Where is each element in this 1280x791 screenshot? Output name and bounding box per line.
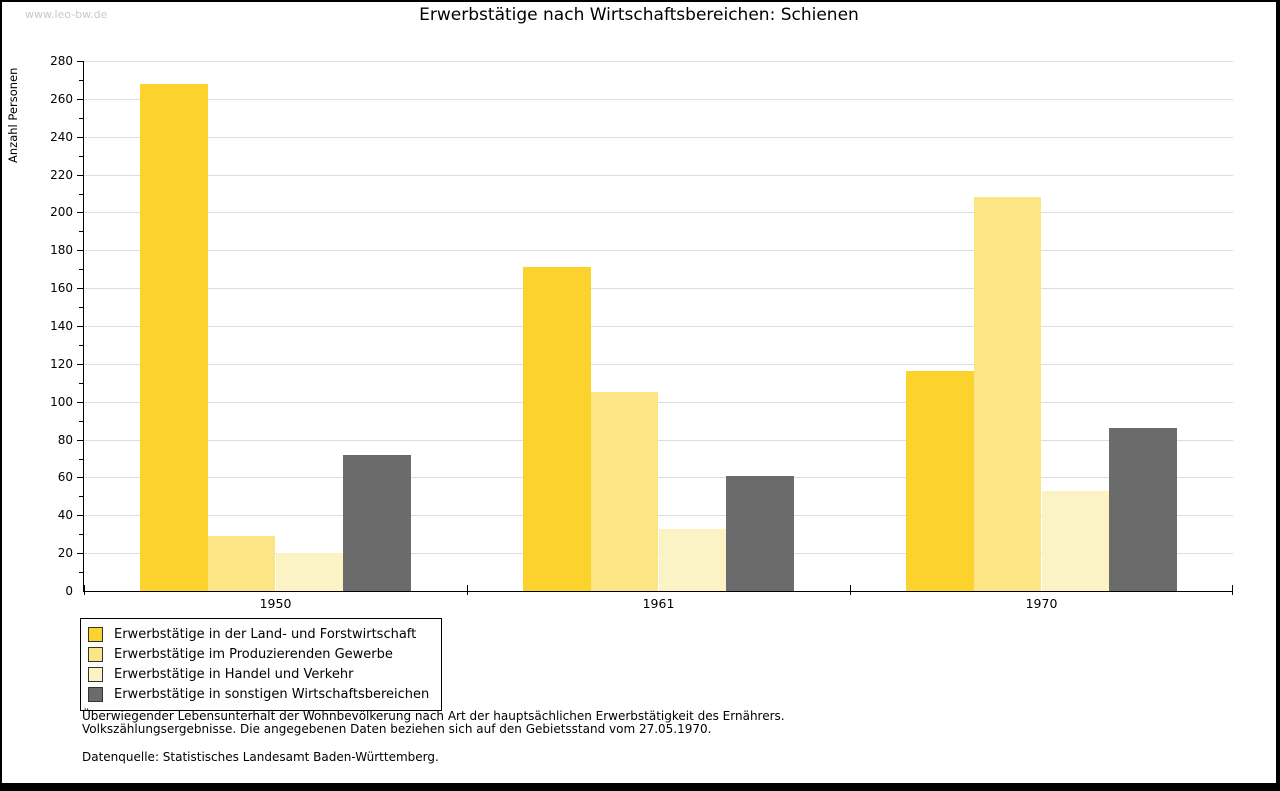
- y-minor-tick: [79, 382, 83, 384]
- gridline: [84, 515, 1233, 517]
- bar: [1109, 428, 1177, 591]
- legend-label: Erwerbstätige in der Land- und Forstwirt…: [114, 626, 417, 642]
- y-minor-tick: [79, 572, 83, 574]
- chart-title: Erwerbstätige nach Wirtschaftsbereichen:…: [419, 5, 859, 25]
- y-minor-tick: [79, 420, 83, 422]
- y-tick: [77, 363, 83, 365]
- y-tick-label: 180: [50, 243, 73, 258]
- bar: [523, 267, 591, 591]
- legend-item: Erwerbstätige in Handel und Verkehr: [88, 664, 429, 684]
- y-tick: [77, 212, 83, 214]
- y-minor-tick: [79, 231, 83, 233]
- y-minor-tick: [79, 307, 83, 309]
- legend-label: Erwerbstätige in sonstigen Wirtschaftsbe…: [114, 686, 430, 702]
- bar: [658, 528, 727, 591]
- x-tick: [850, 585, 851, 595]
- y-tick-label: 20: [57, 546, 73, 561]
- y-tick: [77, 136, 83, 138]
- y-minor-tick: [79, 155, 83, 157]
- gridline: [84, 363, 1233, 365]
- x-category-label: 1961: [642, 596, 675, 611]
- gridline: [84, 326, 1233, 327]
- gridline: [84, 98, 1233, 100]
- y-tick-label: 0: [65, 584, 73, 598]
- legend-label: Erwerbstätige in Handel und Verkehr: [114, 666, 354, 682]
- y-tick-label: 260: [50, 91, 73, 106]
- gridline: [84, 439, 1233, 441]
- gridline: [84, 136, 1233, 138]
- legend-swatch: [88, 626, 103, 642]
- x-category-label: 1950: [259, 596, 292, 611]
- y-tick-label: 120: [50, 356, 73, 371]
- y-minor-tick: [79, 269, 83, 271]
- y-minor-tick: [79, 344, 83, 346]
- legend: Erwerbstätige in der Land- und Forstwirt…: [80, 618, 443, 711]
- footnote-line-1: Überwiegender Lebensunterhalt der Wohnbe…: [82, 709, 785, 723]
- bar: [140, 83, 208, 591]
- bar: [590, 392, 659, 591]
- legend-item: Erwerbstätige in sonstigen Wirtschaftsbe…: [88, 684, 429, 704]
- y-tick-label: 80: [57, 432, 73, 447]
- bar: [726, 475, 794, 591]
- data-source: Datenquelle: Statistisches Landesamt Bad…: [82, 750, 439, 764]
- legend-swatch: [88, 666, 103, 682]
- bar: [207, 536, 276, 591]
- legend-swatch: [88, 646, 103, 662]
- y-tick: [77, 250, 83, 252]
- y-tick: [77, 439, 83, 441]
- y-minor-tick: [79, 79, 83, 81]
- y-tick-label: 40: [57, 508, 73, 523]
- gridline: [84, 174, 1233, 176]
- y-minor-tick: [79, 496, 83, 498]
- y-tick-label: 240: [50, 129, 73, 144]
- bar: [275, 553, 344, 591]
- footnote-line-2: Volkszählungsergebnisse. Die angegebenen…: [82, 722, 712, 736]
- gridline: [84, 61, 1233, 62]
- x-tick: [467, 585, 468, 595]
- y-tick: [77, 61, 83, 62]
- y-tick-label: 220: [50, 167, 73, 182]
- y-tick-label: 280: [50, 54, 73, 68]
- legend-item: Erwerbstätige in der Land- und Forstwirt…: [88, 624, 429, 644]
- gridline: [84, 288, 1233, 290]
- bar: [973, 197, 1042, 591]
- y-tick-label: 200: [50, 205, 73, 220]
- y-tick: [77, 515, 83, 517]
- y-axis-title: Anzahl Personen: [6, 67, 20, 163]
- y-tick: [77, 401, 83, 403]
- legend-swatch: [88, 686, 103, 702]
- y-tick-label: 140: [50, 319, 73, 333]
- gridline: [84, 477, 1233, 479]
- bar: [906, 371, 974, 591]
- y-tick-label: 60: [57, 470, 73, 485]
- gridline: [84, 401, 1233, 403]
- y-tick: [77, 98, 83, 100]
- y-tick: [77, 174, 83, 176]
- watermark: www.leo-bw.de: [25, 8, 108, 21]
- gridline: [84, 212, 1233, 214]
- y-tick-label: 160: [50, 281, 73, 296]
- y-tick: [77, 553, 83, 555]
- plot-area: 0 20 40 60 80 100 120 140 160 180 200 220 240 260 280 1…: [50, 54, 1233, 611]
- x-tick: [84, 585, 85, 595]
- x-category-label: 1970: [1025, 596, 1058, 611]
- legend-item: Erwerbstätige im Produzierenden Gewerbe: [88, 644, 429, 664]
- y-minor-tick: [79, 534, 83, 536]
- gridline: [84, 250, 1233, 252]
- bar: [343, 454, 411, 591]
- y-tick: [77, 288, 83, 290]
- legend-label: Erwerbstätige im Produzierenden Gewerbe: [114, 646, 393, 662]
- y-minor-tick: [79, 117, 83, 119]
- x-tick: [1232, 585, 1233, 595]
- y-tick: [77, 326, 83, 327]
- y-minor-tick: [79, 458, 83, 460]
- y-minor-tick: [79, 193, 83, 195]
- y-tick: [77, 477, 83, 479]
- bar: [1041, 490, 1110, 591]
- y-tick-label: 100: [50, 394, 73, 409]
